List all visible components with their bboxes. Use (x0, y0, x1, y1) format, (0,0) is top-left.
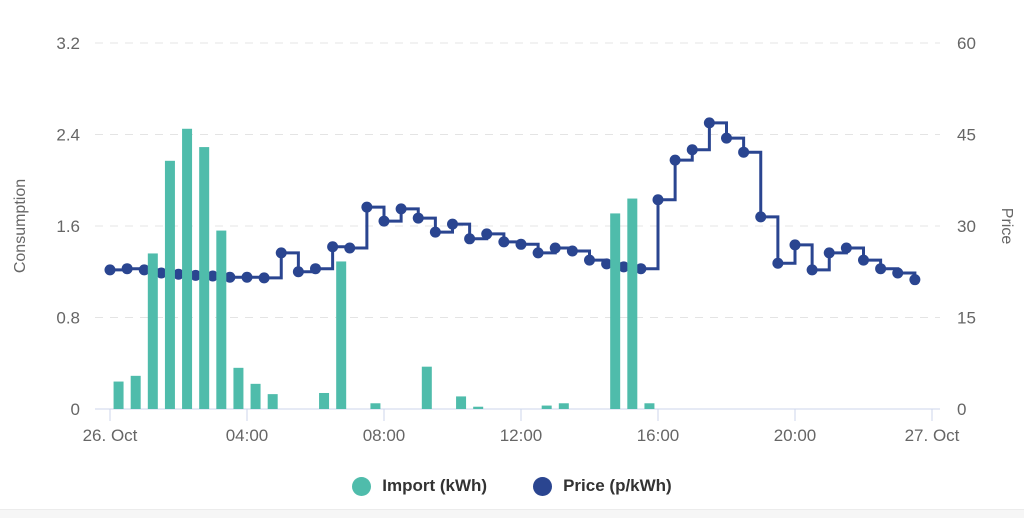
price-point[interactable] (823, 247, 835, 259)
price-point[interactable] (806, 264, 818, 276)
price-point[interactable] (447, 218, 458, 230)
price-point[interactable] (310, 263, 321, 275)
price-point[interactable] (515, 238, 527, 250)
x-axis-label: 27. Oct (905, 426, 960, 445)
price-point[interactable] (361, 201, 373, 213)
price-point[interactable] (190, 269, 202, 281)
x-axis-label: 04:00 (226, 426, 269, 445)
price-point[interactable] (549, 242, 561, 254)
x-axis-label: 08:00 (363, 426, 406, 445)
import-bar[interactable] (627, 198, 638, 409)
price-point[interactable] (498, 236, 510, 248)
price-point[interactable] (652, 194, 664, 206)
price-point[interactable] (241, 271, 253, 283)
price-point[interactable] (138, 264, 150, 276)
legend-label-import: Import (kWh) (382, 476, 488, 495)
y-axis-label-left: 0 (71, 400, 80, 419)
price-point[interactable] (207, 270, 219, 282)
price-point[interactable] (789, 239, 801, 251)
consumption-price-chart: 0 0.8 1.6 2.4 3.2 0 15 30 45 60 26. Oct 04:00 08:00 1… (12, 34, 1015, 445)
price-point[interactable] (224, 271, 236, 283)
price-point[interactable] (378, 215, 390, 227)
price-point[interactable] (703, 117, 715, 129)
y-axis-label-left: 0.8 (56, 309, 80, 328)
price-point[interactable] (875, 263, 887, 275)
x-axis-label: 26. Oct (83, 426, 138, 445)
import-bar[interactable] (130, 375, 141, 409)
price-point[interactable] (669, 154, 681, 166)
price-point[interactable] (738, 146, 750, 158)
chart-canvas: 0 0.8 1.6 2.4 3.2 0 15 30 45 60 26. Oct 04:00 08:00 1… (12, 34, 1015, 445)
y-axis-label-left: 3.2 (56, 34, 80, 53)
import-bar[interactable] (182, 128, 193, 409)
price-point[interactable] (412, 212, 424, 224)
price-point[interactable] (686, 144, 698, 156)
price-point[interactable] (292, 266, 304, 278)
x-axis-label: 16:00 (637, 426, 680, 445)
import-bar[interactable] (233, 367, 244, 409)
price-point[interactable] (584, 254, 595, 266)
legend-item-import[interactable]: Import (kWh) (352, 476, 487, 496)
price-point[interactable] (121, 263, 133, 275)
price-point[interactable] (601, 258, 613, 270)
price-point[interactable] (464, 233, 476, 245)
price-point[interactable] (721, 132, 732, 144)
price-point[interactable] (258, 272, 270, 284)
price-point[interactable] (395, 203, 407, 215)
price-axis-title: Price (998, 208, 1015, 245)
import-bar[interactable] (541, 405, 552, 409)
import-bar[interactable] (421, 366, 432, 409)
import-bar[interactable] (473, 406, 484, 409)
price-point[interactable] (618, 261, 630, 273)
price-point[interactable] (566, 245, 578, 257)
y-axis-label-left: 1.6 (56, 217, 80, 236)
import-bar[interactable] (370, 403, 381, 409)
y-axis-label-right: 0 (957, 400, 966, 419)
price-point[interactable] (327, 241, 339, 253)
y-axis-label-right: 15 (957, 309, 976, 328)
import-bar[interactable] (147, 253, 158, 409)
price-point[interactable] (104, 264, 116, 276)
next-section-edge (0, 509, 1024, 518)
import-bar[interactable] (216, 230, 227, 409)
price-point[interactable] (892, 267, 904, 279)
import-bar[interactable] (558, 403, 569, 409)
price-point[interactable] (344, 242, 356, 254)
price-point[interactable] (481, 228, 493, 240)
y-axis-label-right: 45 (957, 126, 976, 145)
import-series-icon (352, 476, 372, 496)
price-point[interactable] (532, 247, 544, 259)
import-bar[interactable] (267, 394, 278, 409)
import-bar[interactable] (164, 160, 175, 409)
import-bar[interactable] (336, 261, 347, 409)
price-point[interactable] (858, 254, 869, 266)
import-bar[interactable] (456, 396, 467, 409)
price-point[interactable] (755, 211, 767, 223)
price-point[interactable] (429, 226, 441, 238)
consumption-axis-title: Consumption (12, 179, 29, 273)
y-axis-label-right: 30 (957, 217, 976, 236)
price-point[interactable] (635, 263, 647, 275)
chart-legend: Import (kWh) Price (p/kWh) (0, 468, 1024, 504)
y-axis-label-left: 2.4 (56, 126, 80, 145)
import-bar[interactable] (113, 381, 124, 409)
price-point[interactable] (840, 242, 852, 254)
x-axis-label: 12:00 (500, 426, 543, 445)
y-axis-label-right: 60 (957, 34, 976, 53)
legend-item-price[interactable]: Price (p/kWh) (533, 476, 672, 496)
price-point[interactable] (275, 247, 287, 259)
x-axis-label: 20:00 (774, 426, 817, 445)
import-bar[interactable] (199, 147, 210, 410)
price-point[interactable] (772, 257, 784, 269)
price-point[interactable] (155, 267, 167, 279)
import-bar[interactable] (610, 213, 621, 409)
price-step-line (110, 121, 917, 280)
import-bar[interactable] (319, 392, 330, 409)
import-bar[interactable] (644, 403, 655, 409)
import-bar[interactable] (250, 383, 261, 409)
price-series-icon (533, 476, 553, 496)
legend-label-price: Price (p/kWh) (563, 476, 672, 495)
price-point[interactable] (173, 268, 184, 280)
price-point[interactable] (909, 274, 921, 286)
